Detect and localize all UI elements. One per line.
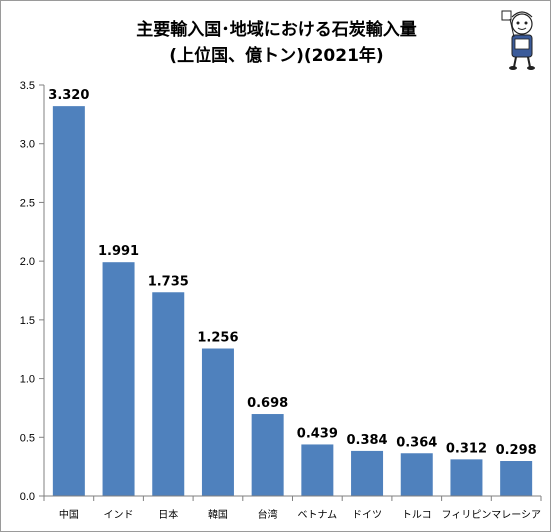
bar-value-label: 0.298 <box>496 443 537 458</box>
bar-value-label: 1.256 <box>197 331 238 346</box>
y-tick-label: 3.0 <box>20 139 35 151</box>
chart-subtitle: (上位国、億トン)(2021年) <box>169 46 384 66</box>
bar-value-label: 3.320 <box>48 88 89 103</box>
x-category-label: 中国 <box>59 508 79 521</box>
mascot-icon <box>501 10 535 70</box>
y-tick-label: 2.5 <box>20 197 35 209</box>
x-category-label: ベトナム <box>297 509 337 521</box>
bar-value-label: 0.364 <box>396 435 437 450</box>
bar <box>301 444 334 496</box>
bar-value-label: 0.698 <box>247 396 288 411</box>
y-tick-label: 0.5 <box>20 432 35 444</box>
bar <box>152 292 185 496</box>
bar-value-label: 0.439 <box>297 426 338 441</box>
bar <box>400 453 433 496</box>
bar <box>251 414 284 496</box>
bar <box>351 450 384 496</box>
y-tick-label: 1.5 <box>20 315 35 327</box>
x-category-label: フィリピン <box>442 509 492 521</box>
bar <box>201 348 234 496</box>
x-category-label: マレーシア <box>491 510 541 521</box>
bar <box>500 461 533 496</box>
bar <box>102 262 135 496</box>
x-category-label: ドイツ <box>352 510 382 521</box>
x-category-label: インド <box>104 510 134 521</box>
y-tick-label: 1.0 <box>20 374 35 386</box>
y-tick-label: 3.5 <box>20 80 35 92</box>
y-tick-label: 2.0 <box>20 256 35 268</box>
chart-title: 主要輸入国･地域における石炭輸入量 <box>136 20 417 40</box>
y-tick-label: 0.0 <box>20 491 35 503</box>
bar <box>52 106 85 496</box>
bar <box>450 459 483 496</box>
x-category-label: 日本 <box>158 508 178 521</box>
bar-value-label: 1.991 <box>98 244 139 259</box>
bar-value-label: 1.735 <box>148 274 189 289</box>
x-category-label: 韓国 <box>208 509 228 521</box>
bar-value-label: 0.312 <box>446 441 487 456</box>
bar-value-label: 0.384 <box>346 433 387 448</box>
x-category-label: 台湾 <box>258 508 278 521</box>
x-category-label: トルコ <box>402 510 432 521</box>
